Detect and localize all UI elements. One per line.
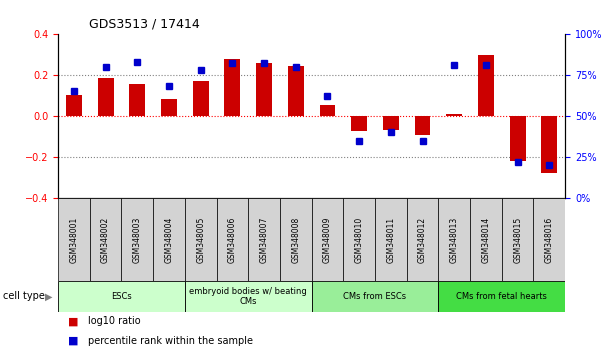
Text: GSM348016: GSM348016 [545, 217, 554, 263]
Text: ■: ■ [68, 336, 79, 346]
Text: GSM348010: GSM348010 [354, 217, 364, 263]
Bar [66, 95, 82, 116]
Bar [415, 116, 431, 136]
Text: embryoid bodies w/ beating
CMs: embryoid bodies w/ beating CMs [189, 287, 307, 306]
Bar [58, 281, 185, 312]
Bar [351, 116, 367, 131]
Text: GSM348009: GSM348009 [323, 217, 332, 263]
Bar [478, 55, 494, 116]
Bar [98, 78, 114, 116]
Text: ■: ■ [68, 316, 79, 326]
Bar [439, 198, 470, 281]
Bar [248, 198, 280, 281]
Bar [280, 198, 312, 281]
Bar [320, 105, 335, 116]
Text: GSM348014: GSM348014 [481, 217, 491, 263]
Bar [312, 198, 343, 281]
Text: GDS3513 / 17414: GDS3513 / 17414 [89, 17, 199, 30]
Bar [439, 281, 565, 312]
Text: CMs from ESCs: CMs from ESCs [343, 292, 406, 301]
Text: GSM348011: GSM348011 [386, 217, 395, 263]
Bar [533, 198, 565, 281]
Bar [130, 84, 145, 116]
Text: GSM348015: GSM348015 [513, 217, 522, 263]
Bar [153, 198, 185, 281]
Text: GSM348006: GSM348006 [228, 217, 237, 263]
Bar [122, 198, 153, 281]
Text: GSM348002: GSM348002 [101, 217, 110, 263]
Text: GSM348005: GSM348005 [196, 217, 205, 263]
Text: GSM348001: GSM348001 [70, 217, 78, 263]
Bar [216, 198, 248, 281]
Bar [185, 281, 312, 312]
Bar [383, 116, 399, 130]
Bar [288, 65, 304, 116]
Text: ▶: ▶ [45, 291, 52, 302]
Bar [192, 81, 208, 116]
Bar [256, 63, 272, 116]
Bar [470, 198, 502, 281]
Bar [224, 59, 240, 116]
Bar [375, 198, 407, 281]
Bar [90, 198, 122, 281]
Text: GSM348007: GSM348007 [260, 217, 269, 263]
Bar [58, 198, 90, 281]
Text: CMs from fetal hearts: CMs from fetal hearts [456, 292, 547, 301]
Text: GSM348004: GSM348004 [164, 217, 174, 263]
Bar [185, 198, 216, 281]
Bar [407, 198, 439, 281]
Bar [446, 114, 462, 116]
Bar [541, 116, 557, 172]
Text: GSM348008: GSM348008 [291, 217, 300, 263]
Bar [312, 281, 439, 312]
Text: GSM348012: GSM348012 [418, 217, 427, 263]
Bar [161, 99, 177, 116]
Bar [343, 198, 375, 281]
Text: GSM348013: GSM348013 [450, 217, 459, 263]
Bar [502, 198, 533, 281]
Text: percentile rank within the sample: percentile rank within the sample [89, 336, 254, 346]
Text: log10 ratio: log10 ratio [89, 316, 141, 326]
Text: GSM348003: GSM348003 [133, 217, 142, 263]
Bar [510, 116, 525, 161]
Text: ESCs: ESCs [111, 292, 132, 301]
Text: cell type: cell type [3, 291, 45, 302]
